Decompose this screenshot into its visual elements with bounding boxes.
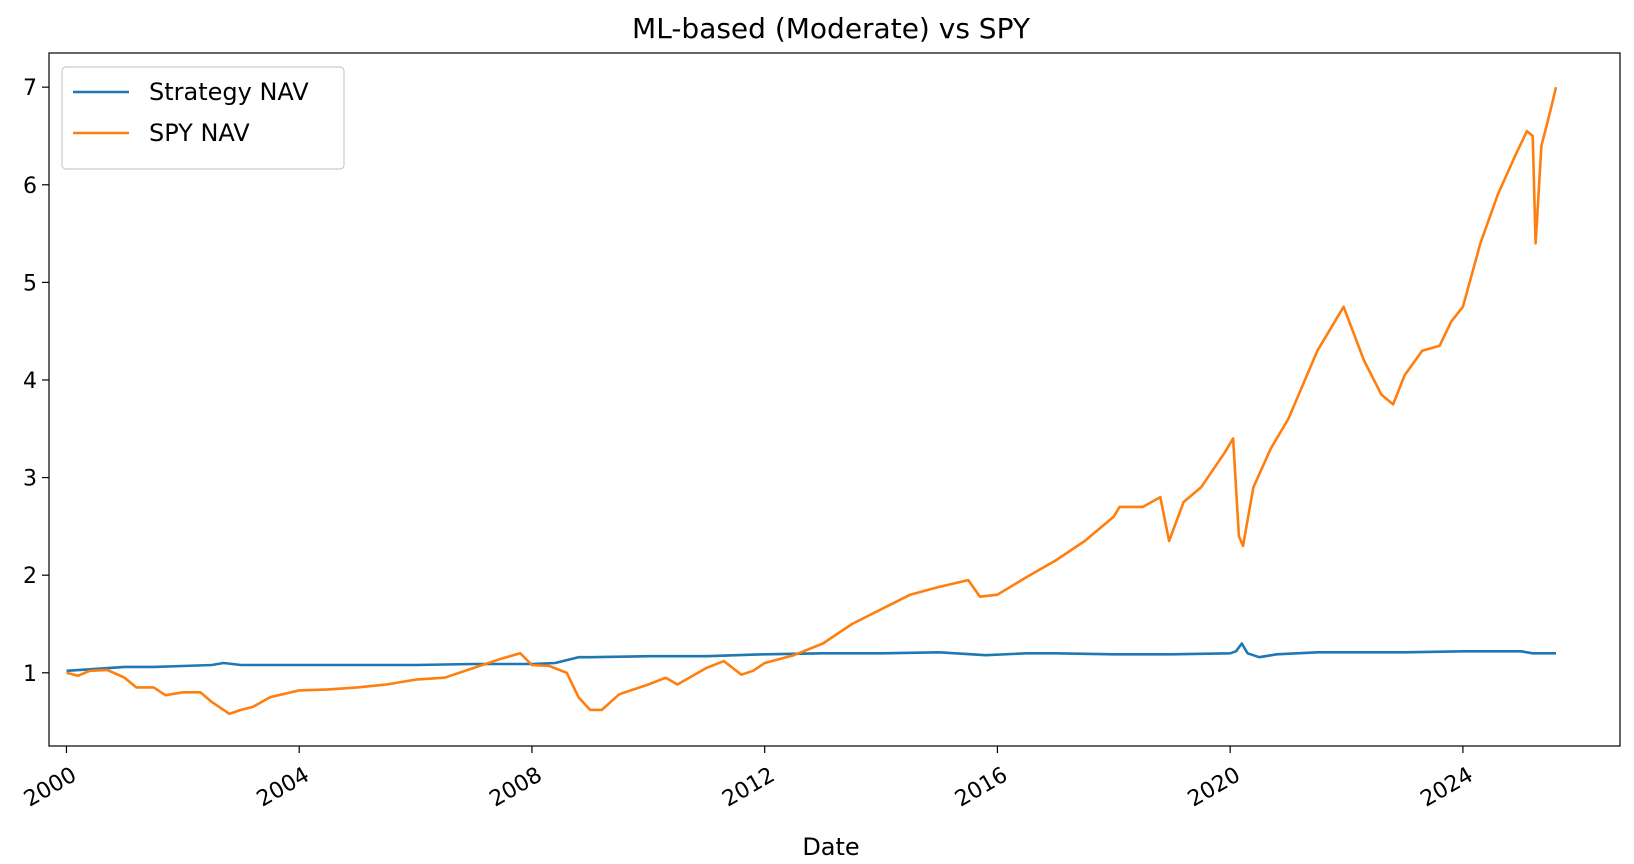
legend-box — [61, 66, 345, 170]
plot-area — [48, 52, 1621, 747]
y-tick-label-2: 3 — [23, 467, 37, 492]
y-tick-label-3: 4 — [23, 369, 37, 394]
x-tick-label-4: 2016 — [951, 763, 1012, 813]
chart-title: ML-based (Moderate) vs SPY — [632, 12, 1031, 45]
y-axis: 1 2 3 4 5 6 7 — [23, 76, 49, 687]
x-tick-label-1: 2004 — [253, 763, 314, 813]
y-tick-label-4: 5 — [23, 271, 37, 296]
y-tick-label-1: 2 — [23, 564, 37, 589]
legend-label-1: SPY NAV — [149, 119, 250, 147]
legend-label-0: Strategy NAV — [149, 78, 309, 106]
legend: Strategy NAV SPY NAV — [61, 66, 345, 170]
x-tick-label-2: 2008 — [486, 763, 547, 813]
y-tick-label-6: 7 — [23, 76, 37, 101]
x-tick-label-3: 2012 — [718, 763, 779, 813]
x-tick-label-6: 2024 — [1417, 763, 1478, 813]
x-tick-label-0: 2000 — [20, 763, 81, 813]
series-line-1 — [66, 86, 1558, 716]
x-axis: 2000 2004 2008 2012 2016 2020 2024 — [20, 746, 1478, 813]
x-tick-label-5: 2020 — [1184, 763, 1245, 813]
series-line-0 — [66, 642, 1556, 673]
plot-frame — [48, 52, 1621, 747]
y-tick-label-5: 6 — [23, 174, 37, 199]
series-layer — [66, 86, 1558, 716]
x-axis-label: Date — [802, 833, 859, 861]
y-tick-label-0: 1 — [23, 662, 37, 687]
